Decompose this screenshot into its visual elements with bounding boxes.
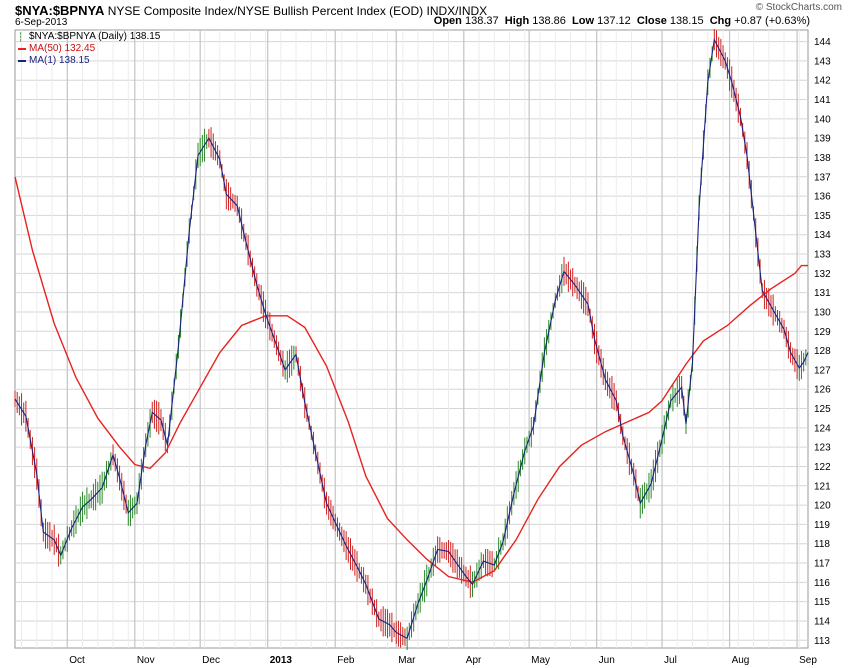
y-tick-label: 126	[814, 385, 831, 396]
high-label: High	[504, 15, 530, 27]
y-tick-label: 134	[814, 230, 831, 241]
y-tick-label: 116	[814, 578, 830, 589]
low-label: Low	[572, 15, 595, 27]
y-tick-label: 122	[814, 462, 831, 473]
x-tick-label: Jul	[664, 655, 677, 666]
brand-label: © StockCharts.com	[755, 2, 842, 13]
y-tick-label: 138	[814, 153, 831, 164]
y-tick-label: 133	[814, 250, 831, 261]
x-tick-label: Jun	[599, 655, 615, 666]
quote-bar: Open 138.37 High 138.86 Low 137.12 Close…	[434, 15, 810, 27]
y-tick-label: 139	[814, 134, 831, 145]
close-label: Close	[636, 15, 667, 27]
y-tick-label: 115	[814, 597, 830, 608]
y-tick-label: 117	[814, 559, 830, 570]
ma1-line	[14, 37, 809, 640]
ma50-line	[14, 176, 808, 584]
y-tick-label: 121	[814, 481, 831, 492]
open-value: 138.37	[464, 15, 499, 27]
x-tick-label: Dec	[202, 655, 220, 666]
y-tick-label: 127	[814, 365, 831, 376]
low-value: 137.12	[597, 15, 631, 27]
y-tick-label: 132	[814, 269, 831, 280]
y-tick-label: 118	[814, 539, 830, 550]
legend-ma1-label: MA(1) 138.15	[29, 55, 90, 66]
x-tick-label: May	[531, 655, 550, 666]
x-tick-label: Nov	[137, 655, 155, 666]
open-label: Open	[433, 15, 462, 27]
x-tick-label: Mar	[398, 655, 416, 666]
y-tick-label: 113	[814, 636, 830, 647]
ma50-swatch-icon	[18, 48, 26, 50]
x-tick-label: Aug	[732, 655, 750, 666]
x-tick-label: Feb	[337, 655, 355, 666]
y-tick-label: 141	[814, 95, 831, 106]
y-tick-label: 140	[814, 114, 831, 125]
y-tick-label: 125	[814, 404, 831, 415]
chart-exchange: INDX/INDX	[426, 4, 488, 18]
y-tick-label: 131	[814, 288, 831, 299]
chart-symbol: $NYA:$BPNYA	[15, 3, 105, 18]
legend-price: ┆ $NYA:$BPNYA (Daily) 138.15	[18, 31, 160, 43]
y-tick-label: 130	[814, 307, 831, 318]
bar-glyph-icon: ┆	[18, 32, 24, 42]
x-tick-label: Apr	[466, 655, 482, 666]
close-value: 138.15	[669, 15, 704, 27]
y-tick-label: 135	[814, 211, 831, 222]
x-tick-label: Sep	[799, 655, 817, 666]
plot-frame	[14, 29, 809, 649]
chart-description: NYSE Composite Index/NYSE Bullish Percen…	[107, 4, 424, 18]
y-tick-label: 128	[814, 346, 831, 357]
x-tick-label: 2013	[270, 655, 293, 666]
chg-value: +0.87 (+0.63%)	[734, 15, 810, 27]
chart-date: 6-Sep-2013	[15, 17, 68, 28]
y-tick-label: 120	[814, 501, 831, 512]
ma1-swatch-icon	[18, 60, 26, 62]
legend: ┆ $NYA:$BPNYA (Daily) 138.15 MA(50) 132.…	[18, 31, 160, 67]
y-tick-label: 129	[814, 327, 831, 338]
chg-label: Chg	[709, 15, 732, 27]
high-value: 138.86	[532, 15, 566, 27]
x-tick-label: Oct	[69, 655, 85, 666]
y-tick-label: 142	[814, 76, 831, 87]
y-tick-label: 144	[814, 37, 831, 48]
legend-ma1: MA(1) 138.15	[18, 55, 160, 67]
legend-ma50: MA(50) 132.45	[18, 43, 160, 55]
y-tick-label: 123	[814, 443, 831, 454]
y-tick-label: 119	[814, 520, 830, 531]
chart-title: $NYA:$BPNYA NYSE Composite Index/NYSE Bu…	[15, 3, 487, 18]
y-tick-label: 114	[814, 616, 830, 627]
y-tick-label: 124	[814, 423, 831, 434]
y-tick-label: 136	[814, 192, 831, 203]
legend-ma50-label: MA(50) 132.45	[29, 43, 96, 54]
legend-price-label: $NYA:$BPNYA (Daily) 138.15	[29, 31, 161, 42]
y-tick-label: 143	[814, 56, 831, 67]
y-tick-label: 137	[814, 172, 831, 183]
